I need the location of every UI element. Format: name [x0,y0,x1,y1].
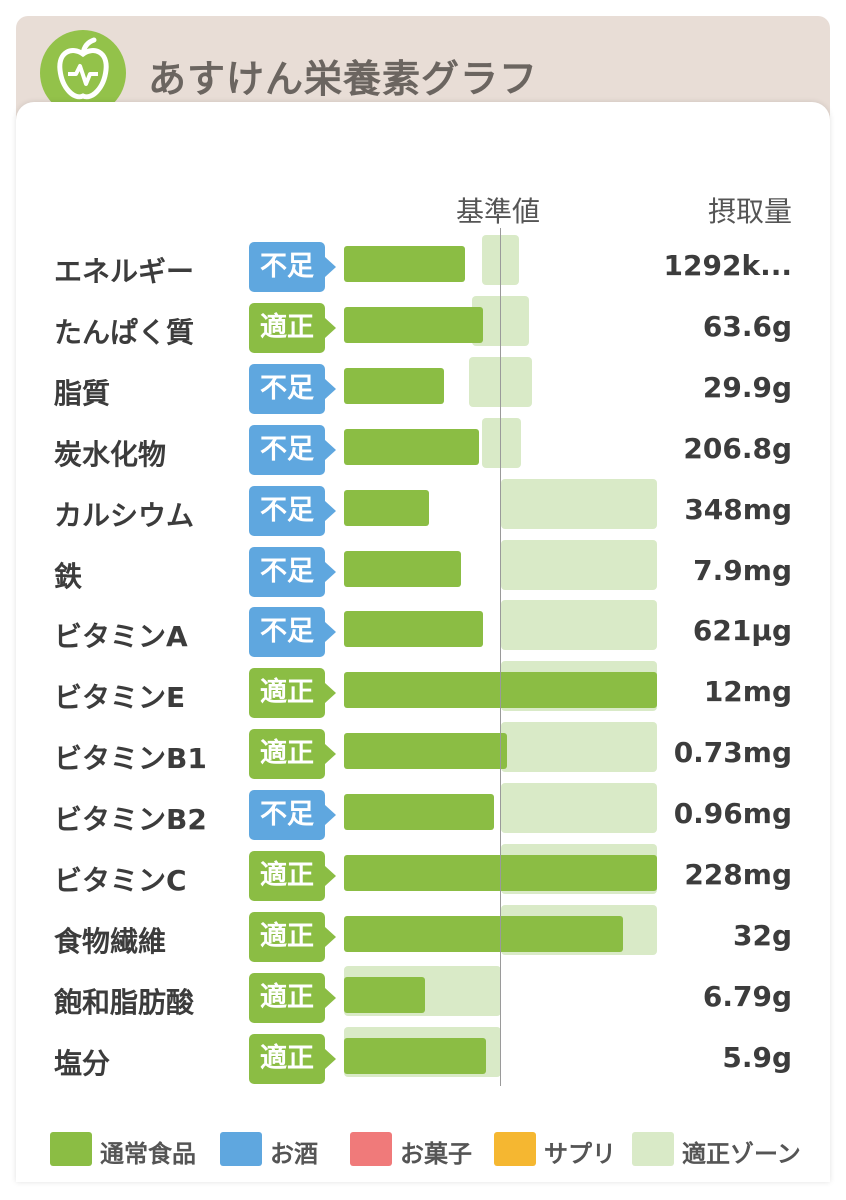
table-row: カルシウム 不足 348mg [0,479,846,544]
nutrient-label: ビタミンA [54,620,188,653]
intake-bar [344,368,445,404]
table-row: 炭水化物 不足 206.8g [0,418,846,483]
table-row: ビタミンB2 不足 0.96mg [0,783,846,848]
intake-bar [344,977,426,1013]
baseline-line [500,228,501,1086]
nutrient-label: 鉄 [54,560,83,593]
legend-swatch [494,1132,536,1166]
intake-bar [344,916,623,952]
table-row: エネルギー 不足 1292k... [0,235,846,300]
adequate-zone [500,722,657,772]
legend-label: サプリ [544,1140,616,1168]
status-badge: 適正 [249,1034,336,1084]
intake-bar [344,794,495,830]
intake-bar [344,307,484,343]
nutrient-label: ビタミンE [54,681,186,714]
status-badge: 不足 [249,242,336,292]
intake-column-header: 摂取量 [707,195,792,228]
intake-value: 29.9g [702,371,792,404]
legend-label: 通常食品 [100,1140,196,1168]
intake-bar [344,1038,487,1074]
adequate-zone [481,418,521,468]
status-badge: 不足 [249,425,336,475]
nutrient-label: エネルギー [54,255,195,288]
legend-label: お菓子 [400,1140,472,1168]
table-row: 鉄 不足 7.9mg [0,540,846,605]
intake-bar [344,611,484,647]
status-badge: 不足 [249,790,336,840]
status-badge: 適正 [249,303,336,353]
intake-bar [344,551,462,587]
legend-swatch [350,1132,392,1166]
intake-bar [344,490,429,526]
intake-value: 1292k... [663,249,792,282]
table-row: ビタミンB1 適正 0.73mg [0,722,846,787]
intake-value: 63.6g [702,310,792,343]
page-title: あすけん栄養素グラフ [148,57,539,101]
legend-swatch [632,1132,674,1166]
status-badge: 適正 [249,851,336,901]
table-row: ビタミンC 適正 228mg [0,844,846,909]
intake-value: 6.79g [702,980,792,1013]
status-badge: 不足 [249,486,336,536]
adequate-zone [500,540,657,590]
intake-value: 7.9mg [693,554,792,587]
status-badge: 適正 [249,973,336,1023]
table-row: ビタミンA 不足 621μg [0,600,846,665]
nutrient-label: ビタミンB1 [54,742,207,775]
intake-value: 228mg [684,858,792,891]
nutrient-label: たんぱく質 [54,316,195,349]
table-row: 脂質 不足 29.9g [0,357,846,422]
table-row: ビタミンE 適正 12mg [0,661,846,726]
legend-label: お酒 [270,1140,318,1168]
table-row: 塩分 適正 5.9g [0,1027,846,1092]
intake-value: 0.73mg [673,736,792,769]
intake-bar [344,429,479,465]
apple-logo-icon [40,30,126,116]
status-badge: 適正 [249,668,336,718]
nutrient-label: ビタミンC [54,864,187,897]
intake-value: 348mg [684,493,792,526]
adequate-zone [500,479,657,529]
status-badge: 不足 [249,364,336,414]
legend-label: 適正ゾーン [682,1140,801,1168]
status-badge: 不足 [249,547,336,597]
intake-bar [344,246,465,282]
legend-swatch [220,1132,262,1166]
nutrient-label: 塩分 [54,1047,111,1080]
legend-swatch [50,1132,92,1166]
nutrient-label: 食物繊維 [54,925,167,958]
nutrient-label: カルシウム [54,499,195,532]
adequate-zone [500,783,657,833]
nutrient-label: 脂質 [54,377,111,410]
nutrient-label: 飽和脂肪酸 [54,986,195,1019]
intake-value: 621μg [692,614,792,647]
intake-value: 32g [732,919,792,952]
nutrient-label: ビタミンB2 [54,803,207,836]
table-row: たんぱく質 適正 63.6g [0,296,846,361]
intake-value: 12mg [703,675,792,708]
status-badge: 不足 [249,607,336,657]
table-row: 食物繊維 適正 32g [0,905,846,970]
adequate-zone [500,600,657,650]
intake-value: 5.9g [722,1041,792,1074]
intake-bar [344,733,507,769]
intake-value: 0.96mg [673,797,792,830]
status-badge: 適正 [249,729,336,779]
table-row: 飽和脂肪酸 適正 6.79g [0,966,846,1031]
baseline-column-header: 基準値 [456,195,541,228]
status-badge: 適正 [249,912,336,962]
intake-value: 206.8g [683,432,792,465]
nutrient-label: 炭水化物 [54,438,167,471]
